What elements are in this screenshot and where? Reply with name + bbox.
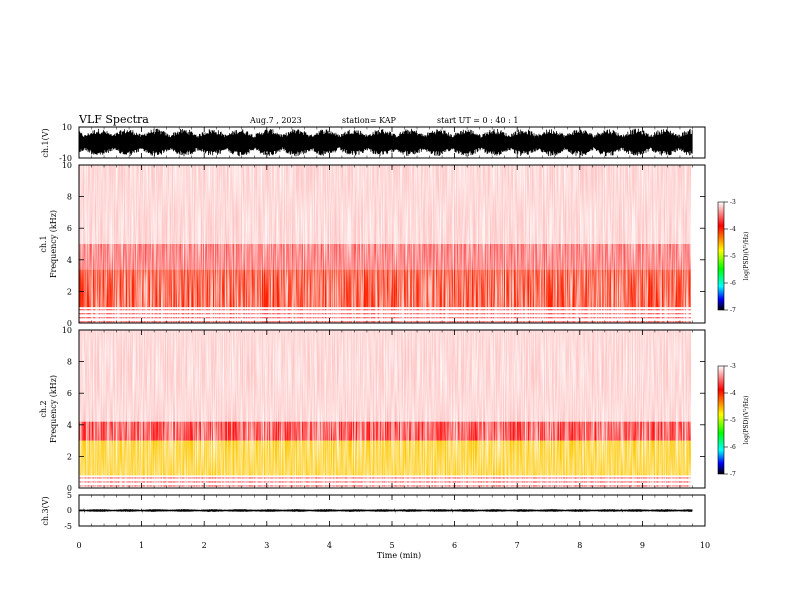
ch1-ylabel: ch.1(V) [41,128,50,157]
date-label: Aug.7 , 2023 [249,116,302,125]
colorbar-tick-label: -3 [730,199,736,206]
ch2-colorbar-label: log(PSD)(V²/Hz) [743,396,750,445]
x-axis: 0 1 2 3 4 5 6 7 8 9 10 [76,127,710,550]
frequency-tick-label: 8 [67,193,72,202]
x-tick-label: 4 [327,541,332,550]
spectrogram-texture [79,165,691,323]
x-tick-label: 8 [577,541,582,550]
frequency-tick-label: 4 [67,421,72,430]
colorbar-tick-label: -3 [730,363,736,370]
frequency-tick-label: 0 [67,319,72,328]
ch1-waveform-panel: 10 -10 ch.1(V) [41,123,706,163]
ch2-colorbar [717,365,725,475]
ch3-ylabel: ch.3(V) [41,496,50,525]
station-label: station= KAP [342,116,397,125]
ch3-ytick-top: 5 [67,491,72,500]
x-tick-label: 10 [700,541,710,550]
x-tick-label: 3 [264,541,269,550]
ch1-ytick-bottom: -10 [59,154,72,163]
ch1-ylabel-frequency: Frequency (kHz) [49,210,58,278]
figure-title: VLF Spectra [78,113,149,126]
x-tick-label: 5 [389,541,394,550]
ch2-ylabel-frequency: Frequency (kHz) [49,375,58,443]
x-tick-label: 6 [452,541,457,550]
ch3-ytick-bottom: -5 [64,522,72,531]
colorbar-tick-label: -5 [730,417,736,424]
x-tick-label: 7 [515,541,520,550]
frequency-tick-label: 2 [67,452,72,461]
frequency-tick-label: 6 [67,224,72,233]
ch1-waveform-line [78,128,693,157]
ch2-spectrogram-image [79,330,691,488]
start-time-label: start UT = 0 : 40 : 1 [437,116,518,125]
colorbar-tick-label: -5 [730,253,736,260]
frequency-tick-label: 10 [62,161,72,170]
ch1-ytick-top: 10 [62,123,72,132]
frequency-tick-label: 0 [67,484,72,493]
x-tick-label: 2 [202,541,207,550]
colorbar-tick-label: -4 [730,226,736,233]
frequency-tick-label: 6 [67,389,72,398]
x-tick-label: 1 [139,541,144,550]
x-tick-label: 9 [640,541,645,550]
ch1-colorbar [717,201,725,311]
spectrogram-texture [79,330,691,488]
x-axis-label: Time (min) [377,551,421,560]
colorbar-tick-label: -7 [730,471,736,478]
colorbar-tick-label: -4 [730,390,736,397]
x-tick-label: 0 [76,541,81,550]
ch2-ylabel-channel: ch.2 [39,400,48,417]
colorbar-tick-label: -6 [730,280,736,287]
ch3-ytick-mid: 0 [67,506,72,515]
frequency-tick-label: 2 [67,287,72,296]
ch1-ylabel-channel: ch.1 [39,235,48,252]
frequency-tick-label: 8 [67,358,72,367]
ch1-colorbar-label: log(PSD)(V²/Hz) [743,232,750,281]
colorbar-tick-label: -7 [730,307,736,314]
frequency-tick-label: 10 [62,326,72,335]
colorbar-tick-label: -6 [730,444,736,451]
frequency-tick-label: 4 [67,256,72,265]
ch3-waveform-line [78,508,693,513]
ch3-waveform-panel: 5 0 -5 ch.3(V) [41,491,706,531]
ch1-spectrogram-image [79,165,691,323]
